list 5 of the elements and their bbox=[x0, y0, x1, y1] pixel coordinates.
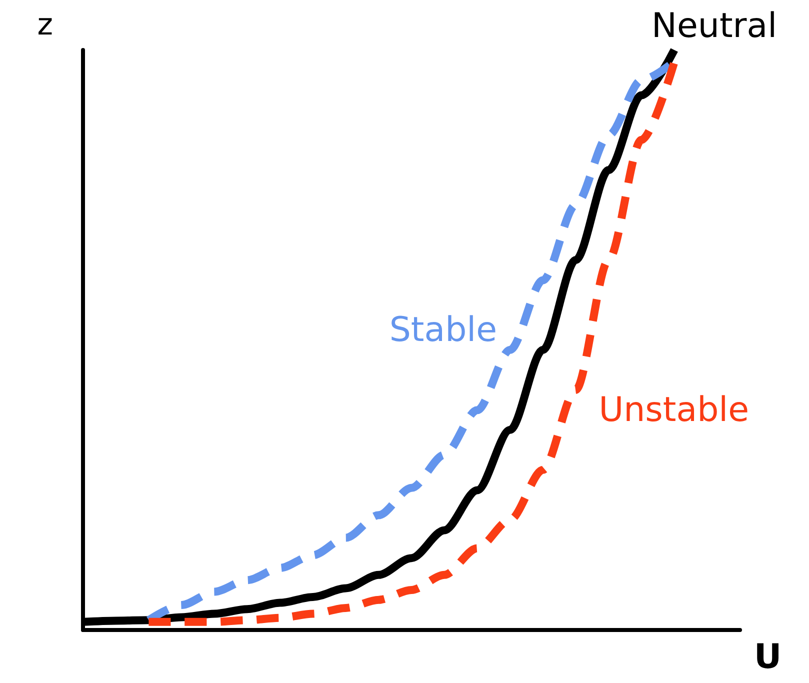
series-label: Stable bbox=[389, 310, 498, 350]
series-label: Unstable bbox=[598, 390, 750, 430]
x-axis-title: U bbox=[754, 637, 782, 677]
series-label: Neutral bbox=[652, 6, 778, 46]
y-axis-title: z bbox=[37, 8, 53, 42]
